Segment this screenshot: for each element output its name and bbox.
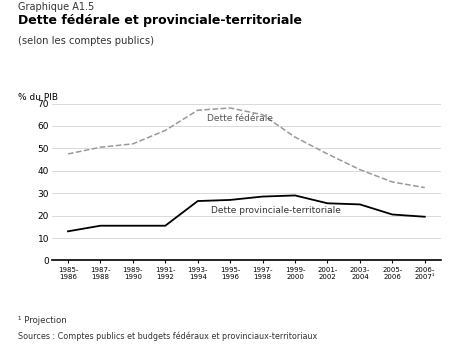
Text: Graphique A1.5: Graphique A1.5	[18, 2, 94, 12]
Text: Dette provinciale-territoriale: Dette provinciale-territoriale	[211, 206, 341, 215]
Text: (selon les comptes publics): (selon les comptes publics)	[18, 36, 154, 46]
Text: Dette fédérale: Dette fédérale	[207, 114, 274, 122]
Text: Dette fédérale et provinciale-territoriale: Dette fédérale et provinciale-territoria…	[18, 14, 302, 27]
Text: Sources : Comptes publics et budgets fédéraux et provinciaux-territoriaux: Sources : Comptes publics et budgets féd…	[18, 332, 317, 342]
Text: % du PIB: % du PIB	[18, 93, 58, 102]
Text: ¹ Projection: ¹ Projection	[18, 316, 67, 325]
